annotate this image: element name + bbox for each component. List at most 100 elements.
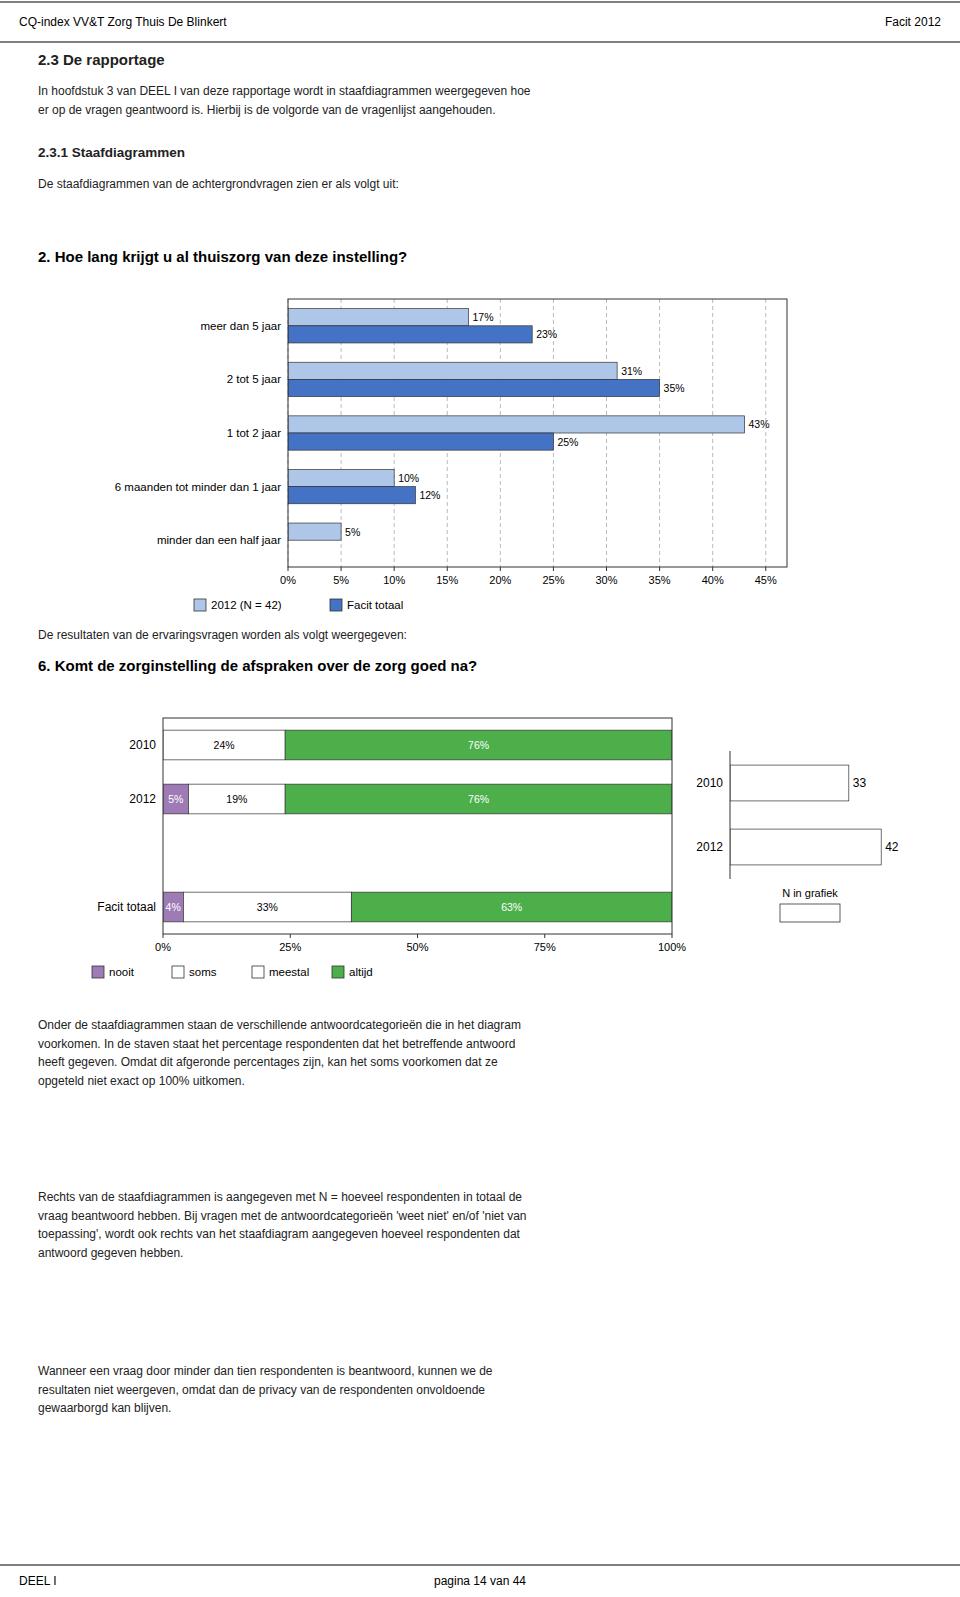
- legend: nooitsomsmeestalaltijd: [92, 966, 373, 978]
- bar-segment: [183, 892, 351, 922]
- header-text: Facit 2012: [885, 15, 941, 29]
- data-label: 31%: [621, 365, 642, 377]
- text-block: De staafdiagrammen van de achtergrondvra…: [38, 175, 399, 194]
- bar: [288, 433, 553, 450]
- bar: [288, 326, 532, 343]
- data-label: 23%: [536, 328, 557, 340]
- legend-swatch: [252, 966, 264, 978]
- footer-text: pagina 14 van 44: [434, 1574, 526, 1588]
- tick-label: 30%: [595, 574, 617, 586]
- header-rule: [0, 42, 960, 43]
- legend-label: Facit totaal: [347, 599, 403, 611]
- chart-title: 2. Hoe lang krijgt u al thuiszorg van de…: [38, 248, 407, 265]
- axis-line: [730, 751, 731, 879]
- tick-label: 0%: [155, 941, 171, 953]
- header-text: CQ-index VV&T Zorg Thuis De Blinkert: [19, 15, 227, 29]
- category-label: meer dan 5 jaar: [200, 320, 281, 332]
- data-label: 25%: [557, 436, 578, 448]
- tick: [290, 934, 291, 938]
- tick-label: 100%: [658, 941, 686, 953]
- tick: [659, 567, 660, 571]
- legend-swatch: [172, 966, 184, 978]
- bar: [288, 309, 468, 326]
- footer-text: DEEL I: [19, 1574, 57, 1588]
- tick-label: 25%: [279, 941, 301, 953]
- tick-label: 35%: [649, 574, 671, 586]
- text-block: Wanneer een vraag door minder dan tien r…: [38, 1362, 493, 1418]
- data-label: 63%: [501, 901, 522, 913]
- data-label: 5%: [168, 793, 183, 805]
- tick: [394, 567, 395, 571]
- legend-swatch: [330, 599, 342, 611]
- legend-swatch: [780, 904, 840, 922]
- bar: [288, 523, 341, 540]
- bars: [288, 309, 745, 541]
- tick-label: 50%: [406, 941, 428, 953]
- bar: [288, 487, 415, 504]
- data-label: 12%: [419, 489, 440, 501]
- legend-swatch: [332, 966, 344, 978]
- bar: [730, 829, 881, 865]
- text-block: Rechts van de staafdiagrammen is aangege…: [38, 1188, 527, 1262]
- data-label: 17%: [472, 311, 493, 323]
- legend-swatch: [194, 599, 206, 611]
- tick: [288, 567, 289, 571]
- page-graphics: CQ-index VV&T Zorg Thuis De Blinkert Faci…: [0, 0, 960, 1597]
- legend-swatch: [92, 966, 104, 978]
- plot-frame: [288, 299, 787, 567]
- tick-label: 10%: [383, 574, 405, 586]
- text-block: In hoofdstuk 3 van DEEL I van deze rappo…: [38, 82, 531, 119]
- data-label: 5%: [345, 526, 360, 538]
- tick: [163, 934, 164, 938]
- tick: [544, 934, 545, 938]
- bar-segment: [285, 730, 672, 760]
- data-label: 4%: [166, 901, 181, 913]
- header-rule: [0, 2, 960, 3]
- bars: [730, 765, 881, 865]
- bar: [730, 765, 849, 801]
- data-label: 76%: [468, 793, 489, 805]
- category-label: 1 tot 2 jaar: [227, 427, 282, 439]
- grid-line: [765, 299, 766, 567]
- data-label: 24%: [214, 739, 235, 751]
- legend: 2012 (N = 42) Facit totaal: [194, 599, 403, 611]
- data-label: 42: [885, 840, 899, 854]
- data-labels: 17%23%31%35%43%25%10%12%5%: [345, 311, 769, 537]
- category-label: 2 tot 5 jaar: [227, 373, 282, 385]
- legend-label: altijd: [349, 966, 373, 978]
- data-label: 10%: [398, 472, 419, 484]
- data-labels: 33 42: [853, 776, 899, 854]
- bar: [288, 362, 617, 379]
- category-label: 6 maanden tot minder dan 1 jaar: [115, 481, 281, 493]
- category-label: 2012: [696, 840, 723, 854]
- text-block: 2.3 De rapportage: [38, 48, 165, 71]
- tick: [606, 567, 607, 571]
- bar: [288, 469, 394, 486]
- category-label: 2010: [696, 776, 723, 790]
- bar-segment: [163, 730, 285, 760]
- legend-label: 2012 (N = 42): [211, 599, 282, 611]
- legend-label: soms: [189, 966, 217, 978]
- tick: [672, 934, 673, 938]
- bar-segment: [163, 892, 183, 922]
- data-label: 76%: [468, 739, 489, 751]
- tick-label: 45%: [755, 574, 777, 586]
- tick: [500, 567, 501, 571]
- tick: [765, 567, 766, 571]
- tick-label: 40%: [702, 574, 724, 586]
- chart-title: 6. Komt de zorginstelling de afspraken o…: [38, 657, 477, 674]
- bar-segment: [188, 784, 285, 814]
- tick: [553, 567, 554, 571]
- bar-segment: [351, 892, 672, 922]
- bar: [288, 379, 660, 396]
- tick-label: 25%: [542, 574, 564, 586]
- tick: [417, 934, 418, 938]
- plot-frame: [163, 718, 672, 934]
- legend-label: nooit: [109, 966, 135, 978]
- category-label: 2010: [129, 738, 156, 752]
- data-label: 33: [853, 776, 867, 790]
- legend-label: N in grafiek: [782, 887, 838, 899]
- chart-2: 33 42 2010 2012: [696, 751, 899, 879]
- legend: N in grafiek: [780, 887, 840, 922]
- bar-segment: [285, 784, 672, 814]
